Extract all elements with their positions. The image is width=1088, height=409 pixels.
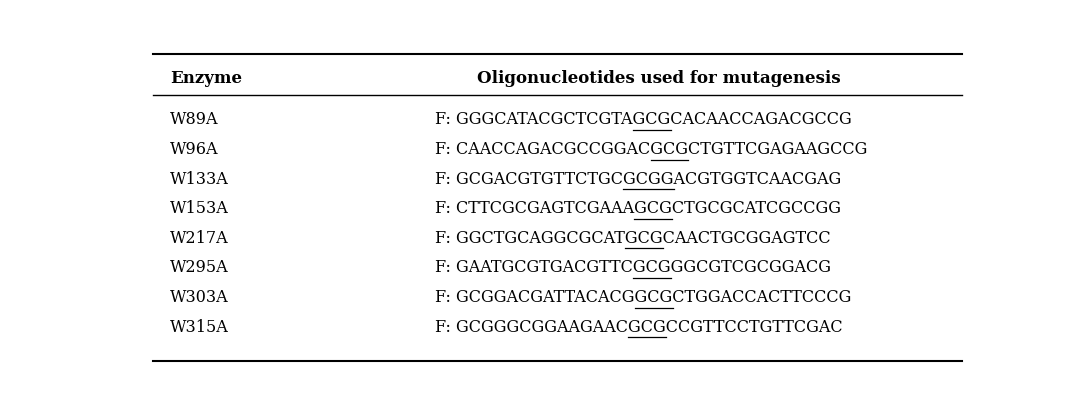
Text: W133A: W133A	[170, 171, 228, 188]
Text: F: GCGGGCGGAAGAACGCGCCGTTCCTGTTCGAC: F: GCGGGCGGAAGAACGCGCCGTTCCTGTTCGAC	[435, 319, 843, 336]
Text: Oligonucleotides used for mutagenesis: Oligonucleotides used for mutagenesis	[477, 70, 841, 88]
Text: W89A: W89A	[170, 111, 219, 128]
Text: F: GGCTGCAGGCGCATGCGCAACTGCGGAGTCC: F: GGCTGCAGGCGCATGCGCAACTGCGGAGTCC	[435, 230, 831, 247]
Text: F: GGGCATACGCTCGTAGCGCACAACCAGACGCCG: F: GGGCATACGCTCGTAGCGCACAACCAGACGCCG	[435, 111, 852, 128]
Text: W96A: W96A	[170, 141, 219, 158]
Text: F: GAATGCGTGACGTTCGCGGGCGTCGCGGACG: F: GAATGCGTGACGTTCGCGGGCGTCGCGGACG	[435, 259, 831, 276]
Text: W295A: W295A	[170, 259, 228, 276]
Text: W153A: W153A	[170, 200, 228, 217]
Text: W217A: W217A	[170, 230, 228, 247]
Text: W303A: W303A	[170, 289, 228, 306]
Text: F: CAACCAGACGCCGGACGCGCTGTTCGAGAAGCCG: F: CAACCAGACGCCGGACGCGCTGTTCGAGAAGCCG	[435, 141, 868, 158]
Text: W315A: W315A	[170, 319, 228, 336]
Text: Enzyme: Enzyme	[170, 70, 242, 88]
Text: F: CTTCGCGAGTCGAAAGCGCTGCGCATCGCCGG: F: CTTCGCGAGTCGAAAGCGCTGCGCATCGCCGG	[435, 200, 841, 217]
Text: F: GCGACGTGTTCTGCGCGGACGTGGTCAACGAG: F: GCGACGTGTTCTGCGCGGACGTGGTCAACGAG	[435, 171, 842, 188]
Text: F: GCGGACGATTACACGGCGCTGGACCACTTCCCG: F: GCGGACGATTACACGGCGCTGGACCACTTCCCG	[435, 289, 852, 306]
